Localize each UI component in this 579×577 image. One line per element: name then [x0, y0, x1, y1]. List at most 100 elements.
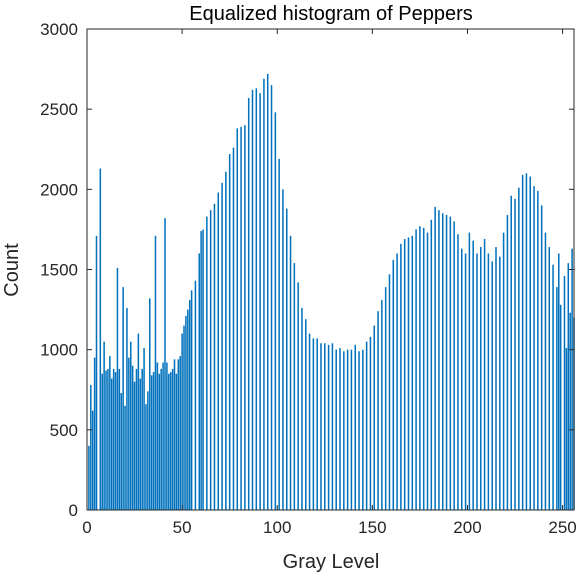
histogram-bar [90, 384, 92, 510]
histogram-bar [350, 349, 353, 510]
y-tick-label: 2500 [40, 100, 78, 119]
chart-title: Equalized histogram of Peppers [189, 3, 473, 25]
histogram-bar [544, 232, 547, 510]
histogram-bar [373, 325, 376, 510]
histogram-bar [537, 190, 539, 510]
histogram-bar [529, 176, 532, 510]
histogram-bar [449, 216, 452, 510]
histogram-bar [377, 311, 379, 510]
histogram-bar [518, 187, 520, 511]
histogram-bar [105, 370, 107, 510]
bars-group [88, 73, 575, 511]
histogram-bar [445, 214, 448, 511]
histogram-bar [188, 299, 191, 510]
histogram-bar [438, 210, 440, 510]
histogram-bar [403, 239, 406, 511]
histogram-bar [480, 247, 482, 511]
histogram-bar [240, 126, 242, 511]
histogram-bar [278, 158, 280, 510]
histogram-bar [411, 235, 414, 510]
histogram-bar [162, 362, 164, 510]
histogram-bar [179, 356, 181, 510]
histogram-bar [464, 253, 467, 510]
histogram-bar [365, 341, 368, 510]
y-tick-label: 2000 [40, 180, 78, 199]
histogram-bar [301, 307, 303, 510]
histogram-bar [93, 357, 96, 510]
histogram-bar [166, 362, 168, 510]
histogram-bar [514, 198, 516, 510]
histogram-bar [563, 275, 566, 510]
histogram-bar [468, 232, 471, 510]
histogram-bar [487, 253, 490, 510]
histogram-bar [266, 73, 269, 510]
histogram-bar [320, 343, 322, 510]
histogram-bar [407, 237, 410, 510]
histogram-bar [392, 259, 395, 510]
histogram-bar [109, 356, 111, 510]
histogram-bar [158, 373, 161, 510]
histogram-bar [221, 182, 223, 511]
histogram-bar [569, 312, 571, 510]
histogram-bar [107, 368, 109, 510]
histogram-bar [244, 125, 246, 510]
histogram-bar [510, 195, 512, 510]
histogram-bar [339, 348, 341, 510]
histogram-bar [129, 341, 132, 510]
histogram-bar [128, 357, 130, 510]
histogram-bar [122, 287, 124, 510]
histogram-bar [202, 229, 204, 511]
histogram-bar [124, 405, 126, 510]
histogram-bar [133, 381, 136, 510]
histogram-bar [540, 205, 543, 510]
histogram-bar [556, 287, 558, 510]
histogram-bar [461, 248, 463, 510]
x-tick-label: 200 [453, 518, 481, 537]
histogram-bar [116, 267, 119, 510]
histogram-bar [131, 365, 134, 510]
histogram-bar [213, 203, 216, 510]
x-tick-label: 250 [548, 518, 576, 537]
histogram-bar [139, 378, 142, 510]
histogram-bar [358, 351, 360, 510]
histogram-bar [559, 304, 562, 510]
histogram-bar [495, 247, 497, 511]
histogram-bar [327, 344, 330, 510]
histogram-bar [571, 248, 573, 510]
histogram-bar [289, 235, 292, 510]
histogram-bar [251, 89, 254, 511]
histogram-bar [441, 213, 444, 510]
histogram-bar [135, 368, 138, 510]
histogram-bar [185, 316, 187, 510]
histogram-bar [88, 445, 90, 510]
histogram-bar [285, 208, 288, 510]
histogram-bar [173, 359, 176, 510]
x-axis-title: Gray Level [283, 551, 380, 573]
histogram-bar [114, 372, 117, 510]
x-tick-label: 50 [173, 518, 192, 537]
histogram-bar [190, 290, 193, 510]
histogram-bar [164, 218, 166, 510]
histogram-bar [502, 232, 505, 510]
histogram-bar [525, 173, 528, 511]
histogram-bar [91, 410, 94, 510]
histogram-bar [143, 348, 145, 510]
histogram-bar [453, 221, 455, 510]
y-tick-label: 0 [69, 501, 78, 520]
histogram-bar [270, 85, 273, 511]
y-axis-title: Count [1, 243, 23, 297]
histogram-bar [168, 373, 170, 510]
histogram-bar [415, 229, 417, 511]
histogram-bar [476, 253, 478, 510]
histogram-bar [217, 192, 220, 511]
histogram-bar [120, 392, 122, 510]
histogram-bar [282, 189, 284, 510]
histogram-bar [354, 344, 356, 510]
histogram-bar [95, 235, 98, 510]
histogram-bar [324, 343, 326, 510]
histogram-bar [305, 319, 307, 510]
histogram-bar [521, 174, 524, 510]
histogram-bar [194, 280, 197, 510]
histogram-bar [430, 219, 433, 511]
